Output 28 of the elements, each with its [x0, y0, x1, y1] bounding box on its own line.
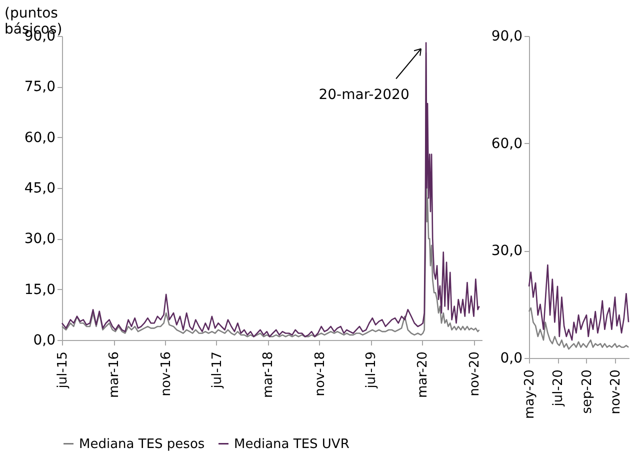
- x-tick-label: nov-20: [467, 352, 482, 396]
- x-tick-label: mar-18: [261, 352, 276, 398]
- x-tick-label: may-20: [522, 370, 538, 419]
- y-tick-label: 30,0: [491, 243, 522, 260]
- y-tick-label: 30,0: [24, 231, 56, 248]
- y-tick-label: 0,0: [33, 332, 56, 348]
- x-tick-label: jul-17: [210, 352, 225, 390]
- x-tick-label: nov-18: [312, 352, 328, 396]
- x-tick-label: jul-20: [551, 370, 566, 408]
- y-tick-label: 60,0: [24, 130, 56, 146]
- legend-label: Mediana TES pesos: [79, 436, 205, 452]
- x-tick-label: sep-20: [580, 370, 595, 414]
- x-tick-label: jul-19: [364, 352, 380, 390]
- x-tick-label: mar-20: [416, 352, 431, 398]
- legend-label: Mediana TES UVR: [234, 436, 350, 452]
- y-tick-label: 60,0: [491, 136, 522, 152]
- annotation: 20-mar-2020: [318, 86, 410, 103]
- y-tick-label: 15,0: [24, 282, 56, 298]
- x-tick-label: mar-16: [107, 352, 122, 398]
- y-tick-label: 45,0: [24, 180, 56, 196]
- line-series: [528, 307, 630, 350]
- line-series: [528, 264, 630, 341]
- x-tick-label: jul-15: [56, 352, 70, 390]
- y-tick-label: 75,0: [24, 79, 56, 96]
- x-tick-label: nov-16: [158, 352, 174, 396]
- x-tick-label: nov-20: [608, 370, 624, 414]
- y-tick-label: 0,0: [500, 350, 522, 366]
- y-tick-label: 90,0: [491, 28, 522, 44]
